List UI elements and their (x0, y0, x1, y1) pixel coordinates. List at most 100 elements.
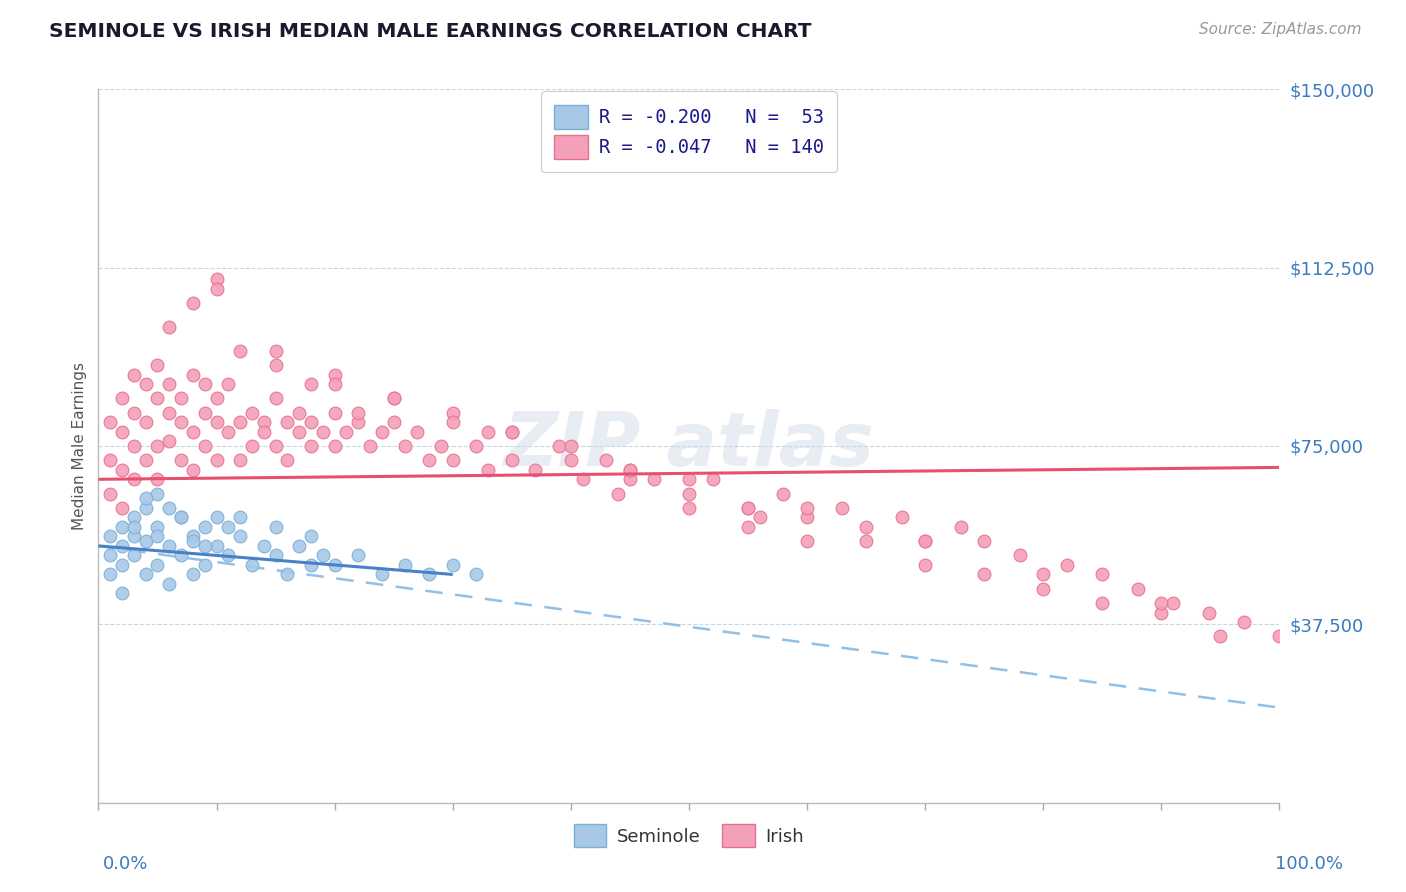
Point (146, 472, 169, 486)
Point (194, 520, 217, 534)
Point (170, 415, 193, 429)
Point (678, 500, 700, 515)
Point (157, 320, 180, 334)
Point (240, 406, 263, 420)
Point (560, 439, 582, 453)
Text: ZIP atlas: ZIP atlas (503, 409, 875, 483)
Point (394, 558, 416, 572)
Point (441, 415, 464, 429)
Point (98, 549, 121, 563)
Point (595, 453, 617, 467)
Point (299, 439, 322, 453)
Point (299, 529, 322, 543)
Text: SEMINOLE VS IRISH MEDIAN MALE EARNINGS CORRELATION CHART: SEMINOLE VS IRISH MEDIAN MALE EARNINGS C… (49, 22, 811, 41)
Point (135, 500, 157, 515)
Point (477, 425, 499, 439)
Point (831, 500, 853, 515)
Point (146, 486, 169, 500)
Point (111, 558, 134, 572)
Point (181, 463, 204, 477)
Point (418, 453, 440, 467)
Point (181, 534, 204, 549)
Point (1198, 606, 1220, 620)
Point (264, 358, 287, 372)
Point (135, 567, 157, 582)
Point (323, 558, 346, 572)
Point (122, 368, 145, 382)
Point (1161, 596, 1184, 610)
Point (1056, 558, 1078, 572)
Point (619, 472, 641, 486)
Point (135, 377, 157, 392)
Point (205, 392, 228, 406)
Point (157, 406, 180, 420)
Text: 100.0%: 100.0% (1275, 855, 1343, 872)
Point (111, 539, 134, 553)
Point (205, 539, 228, 553)
Point (181, 296, 204, 310)
Point (1032, 582, 1054, 596)
Point (122, 549, 145, 563)
Point (288, 425, 311, 439)
Point (796, 500, 818, 515)
Point (217, 549, 239, 563)
Point (973, 534, 995, 549)
Point (98, 567, 121, 582)
Point (111, 520, 134, 534)
Point (571, 472, 593, 486)
Point (229, 415, 252, 429)
Point (205, 415, 228, 429)
Point (194, 439, 217, 453)
Point (194, 539, 217, 553)
Point (347, 406, 370, 420)
Point (264, 439, 287, 453)
Point (194, 377, 217, 392)
Point (323, 368, 346, 382)
Point (312, 549, 335, 563)
Point (914, 534, 936, 549)
Point (1091, 596, 1114, 610)
Point (678, 472, 700, 486)
Point (98, 415, 121, 429)
Point (122, 472, 145, 486)
Point (430, 439, 453, 453)
Point (299, 558, 322, 572)
Point (1032, 567, 1054, 582)
Point (1091, 567, 1114, 582)
Point (98, 529, 121, 543)
Point (477, 463, 499, 477)
Point (229, 343, 252, 358)
Point (441, 406, 464, 420)
Point (772, 486, 794, 500)
Point (122, 520, 145, 534)
Point (170, 392, 193, 406)
Point (170, 510, 193, 524)
Point (205, 272, 228, 286)
Point (181, 529, 204, 543)
Point (748, 510, 770, 524)
Point (441, 453, 464, 467)
Point (205, 453, 228, 467)
Point (146, 529, 169, 543)
Point (122, 406, 145, 420)
Point (229, 529, 252, 543)
Point (737, 500, 759, 515)
Point (1268, 629, 1291, 643)
Point (288, 406, 311, 420)
Point (394, 439, 416, 453)
Point (157, 377, 180, 392)
Point (1209, 629, 1232, 643)
Point (111, 463, 134, 477)
Point (111, 500, 134, 515)
Point (678, 486, 700, 500)
Point (524, 463, 547, 477)
Point (170, 453, 193, 467)
Point (335, 425, 357, 439)
Point (111, 586, 134, 600)
Y-axis label: Median Male Earnings: Median Male Earnings (72, 362, 87, 530)
Point (146, 558, 169, 572)
Point (181, 425, 204, 439)
Point (253, 539, 276, 553)
Point (98, 453, 121, 467)
Point (288, 539, 311, 553)
